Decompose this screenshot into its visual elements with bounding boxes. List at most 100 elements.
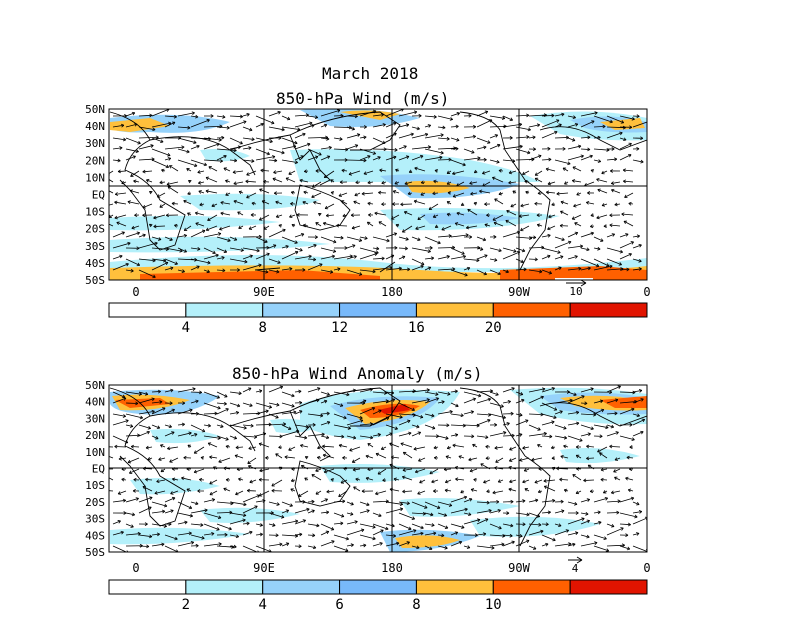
panel-2-reference-vector-label: 4 — [572, 562, 579, 575]
wind-vector-head — [497, 271, 501, 276]
wind-vector — [363, 170, 374, 175]
wind-vector-head — [470, 488, 475, 492]
wind-vector — [554, 255, 564, 260]
wind-vector-head — [376, 246, 380, 251]
wind-vector-head — [195, 399, 199, 404]
wind-vector — [333, 545, 349, 552]
wind-vector — [437, 126, 446, 129]
wind-vector — [515, 136, 530, 139]
wind-vector-head — [505, 269, 509, 274]
wind-vector — [246, 192, 257, 199]
wind-vector-head — [477, 156, 481, 161]
wind-vector — [229, 120, 247, 128]
wind-vector — [125, 155, 136, 161]
wind-vector-head — [167, 157, 172, 161]
wind-vector-head — [638, 388, 643, 393]
wind-vector-head — [160, 444, 164, 448]
wind-vector-head — [525, 190, 529, 195]
wind-vector — [554, 529, 569, 536]
wind-vector — [632, 235, 640, 238]
wind-vector-head — [463, 495, 468, 500]
wind-vector — [424, 512, 434, 516]
wind-vector — [372, 417, 390, 426]
wind-vector-head — [638, 258, 642, 263]
wind-vector-head — [385, 416, 390, 421]
wind-vector — [404, 181, 413, 185]
wind-vector — [138, 258, 156, 262]
wind-vector — [508, 181, 517, 184]
wind-vector-head — [313, 200, 317, 205]
wind-vector — [207, 214, 218, 221]
wind-vector-head — [156, 194, 161, 198]
wind-vector — [294, 410, 303, 415]
wind-vector — [307, 387, 321, 393]
wind-vector — [489, 115, 505, 119]
wind-vector — [632, 517, 647, 525]
wind-vector-head — [223, 154, 227, 159]
wind-vector — [365, 477, 374, 481]
wind-vector — [476, 435, 489, 438]
wind-vector-head — [545, 522, 549, 527]
wind-vector — [619, 545, 630, 550]
wind-vector — [619, 143, 632, 150]
wind-vector-head — [372, 536, 376, 541]
wind-vector-head — [618, 262, 622, 266]
wind-vector-head — [596, 178, 600, 182]
wind-vector — [450, 112, 460, 117]
wind-vector-head — [418, 113, 422, 118]
wind-vector — [198, 181, 205, 184]
wind-vector-head — [599, 399, 604, 404]
wind-vector-head — [498, 191, 502, 196]
wind-vector — [112, 531, 124, 536]
wind-vector-head — [281, 127, 285, 132]
wind-vector — [307, 399, 320, 404]
wind-vector-head — [201, 229, 206, 234]
wind-vector-head — [460, 202, 465, 207]
wind-vector-head — [556, 466, 560, 471]
wind-vector — [531, 457, 543, 461]
wind-vector — [169, 457, 179, 463]
wind-vector — [125, 269, 134, 272]
wind-vector-head — [233, 436, 238, 440]
wind-vector-head — [181, 145, 185, 150]
wind-vector-head — [574, 255, 578, 259]
wind-vector — [255, 433, 266, 437]
wind-vector-head — [304, 455, 309, 460]
wind-vector-head — [339, 137, 343, 141]
wind-vector-head — [171, 431, 175, 435]
wind-vector — [326, 214, 335, 217]
wind-vector — [109, 455, 114, 459]
wind-vector — [346, 255, 357, 260]
wind-vector — [606, 268, 624, 271]
wind-vector-head — [173, 114, 177, 119]
wind-vector-head — [364, 236, 368, 240]
wind-vector-head — [586, 519, 590, 524]
wind-vector — [333, 137, 343, 140]
wind-vector-head — [183, 249, 187, 253]
wind-vector — [275, 453, 283, 459]
wind-vector — [125, 148, 139, 153]
wind-vector-head — [623, 137, 627, 142]
wind-vector-head — [247, 460, 251, 464]
wind-vector-head — [392, 533, 397, 538]
wind-vector — [307, 148, 322, 156]
wind-vector-head — [302, 500, 306, 504]
wind-vector — [541, 119, 560, 128]
wind-vector-head — [575, 445, 579, 449]
wind-vector-head — [435, 392, 439, 396]
wind-vector-head — [603, 536, 607, 541]
wind-vector-head — [410, 132, 414, 137]
wind-vector-head — [519, 392, 524, 396]
lat-label: 10N — [85, 171, 105, 184]
wind-vector-head — [204, 508, 208, 513]
wind-vector — [554, 424, 567, 429]
wind-vector — [112, 124, 124, 128]
wind-vector-head — [251, 201, 255, 206]
wind-vector — [445, 456, 452, 459]
lat-label: 30N — [85, 137, 105, 150]
wind-vector-head — [361, 191, 365, 196]
wind-vector — [619, 154, 632, 161]
wind-vector-head — [521, 248, 526, 253]
wind-vector — [315, 468, 322, 472]
wind-vector — [255, 236, 268, 243]
